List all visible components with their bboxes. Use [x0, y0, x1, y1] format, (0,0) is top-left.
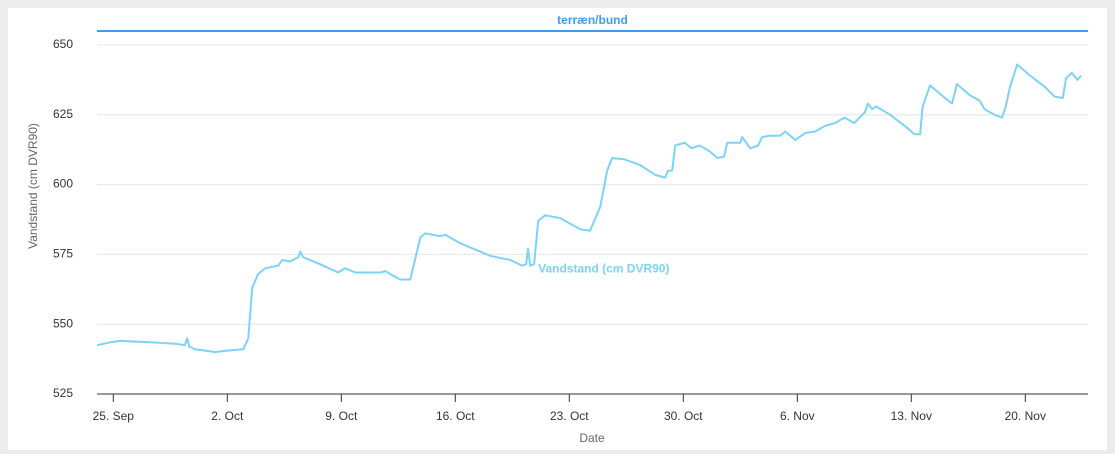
x-tick-label: 13. Nov	[891, 409, 932, 423]
x-tick-label: 2. Oct	[211, 409, 244, 423]
plot-line-label: terræn/bund	[557, 13, 628, 27]
y-tick-label: 550	[53, 316, 73, 330]
y-tick-label: 575	[53, 247, 73, 261]
y-axis-title: Vandstand (cm DVR90)	[26, 123, 40, 249]
x-tick-label: 23. Oct	[550, 409, 589, 423]
x-axis-title: Date	[579, 431, 605, 445]
y-tick-label: 600	[53, 177, 73, 191]
y-tick-label: 625	[53, 107, 73, 121]
data-line	[97, 63, 1082, 354]
x-tick-label: 30. Oct	[664, 409, 703, 423]
chart-background	[8, 8, 1107, 450]
y-tick-label: 525	[53, 386, 73, 400]
x-tick-label: 20. Nov	[1005, 409, 1046, 423]
x-tick-label: 16. Oct	[436, 409, 475, 423]
x-tick-label: 6. Nov	[780, 409, 815, 423]
x-tick-label: 9. Oct	[325, 409, 358, 423]
x-tick-label: 25. Sep	[93, 409, 135, 423]
y-tick-label: 650	[53, 37, 73, 51]
series-label: Vandstand (cm DVR90)	[538, 261, 669, 275]
